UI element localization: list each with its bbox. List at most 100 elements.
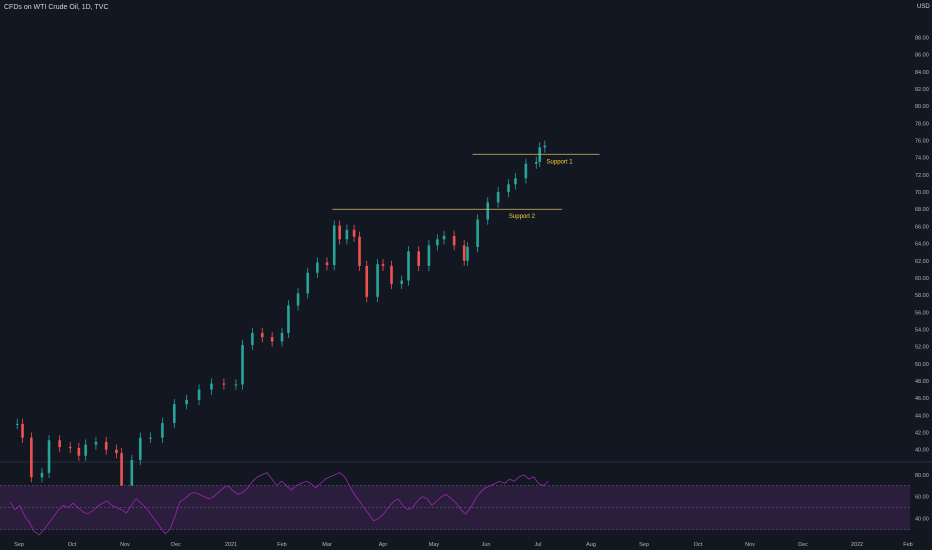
candle-body — [417, 251, 420, 266]
price-tick-label: 76.00 — [915, 139, 929, 145]
candle-body — [352, 229, 356, 237]
candle-body — [296, 293, 300, 306]
candle-body — [173, 404, 176, 424]
price-tick-label: 56.00 — [915, 310, 929, 316]
candle-body — [390, 265, 393, 284]
rsi-band — [0, 485, 910, 530]
candle-body — [466, 247, 469, 261]
candle-body — [462, 245, 466, 261]
candle-body — [130, 460, 134, 486]
time-tick-label: Dec — [798, 542, 808, 548]
time-tick-label: Nov — [120, 542, 130, 548]
price-tick-label: 44.00 — [915, 413, 929, 419]
candle-body — [251, 332, 254, 345]
rsi-tick-label: 40.00 — [915, 517, 929, 523]
time-tick-label: Oct — [68, 542, 77, 548]
candle-body — [120, 453, 123, 486]
time-tick-label: Mar — [322, 542, 332, 548]
candle-body — [345, 229, 349, 240]
candle-body — [241, 344, 244, 385]
candle-body — [507, 184, 510, 193]
candle-body — [486, 202, 490, 220]
candle-body — [365, 265, 369, 297]
price-tick-label: 54.00 — [915, 327, 929, 333]
time-tick-label: Jul — [534, 542, 541, 548]
candle-body — [381, 264, 385, 266]
time-tick-label: Dec — [171, 542, 181, 548]
time-tick-label: 2022 — [851, 542, 863, 548]
candle-body — [287, 305, 290, 333]
price-tick-label: 58.00 — [915, 293, 929, 299]
candle-body — [280, 332, 284, 342]
candle-body — [210, 383, 213, 390]
price-tick-label: 78.00 — [915, 121, 929, 127]
candle-body — [338, 225, 341, 240]
candle-body — [58, 440, 61, 448]
candle-body — [442, 235, 446, 240]
time-axis: Sep Oct Nov Dec 2021 Feb Mar Apr May Jun Jul Aug Sep… — [14, 542, 913, 548]
price-tick-label: 88.00 — [915, 35, 929, 41]
price-tick-label: 64.00 — [915, 242, 929, 248]
candle-body — [316, 262, 319, 273]
rsi-line — [9, 472, 549, 536]
candle-body — [21, 423, 24, 438]
candle-body — [40, 472, 44, 478]
candle-body — [260, 332, 264, 338]
candle-body — [407, 251, 410, 281]
candle-body — [306, 272, 310, 294]
price-tick-label: 72.00 — [915, 173, 929, 179]
candlestick-series — [15, 140, 547, 491]
price-tick-label: 80.00 — [915, 104, 929, 110]
price-tick-label: 52.00 — [915, 345, 929, 351]
chart-title: CFDs on WTI Crude Oil, 1D, TVC — [4, 4, 109, 11]
candle-body — [68, 447, 72, 449]
candle-body — [524, 163, 528, 179]
price-tick-label: 46.00 — [915, 396, 929, 402]
candle-body — [84, 444, 87, 456]
candle-body — [452, 235, 456, 246]
price-tick-label: 48.00 — [915, 379, 929, 385]
candle-body — [94, 441, 98, 445]
currency-label: USD — [917, 4, 930, 10]
candle-body — [270, 337, 274, 342]
support-annotations: Support 1 Support 2 — [332, 153, 600, 220]
rsi-axis: 40.00 60.00 80.00 — [915, 473, 929, 523]
candle-body — [139, 437, 142, 460]
price-tick-label: 66.00 — [915, 224, 929, 230]
candle-body — [325, 262, 329, 266]
candle-body — [496, 192, 500, 203]
price-tick-label: 84.00 — [915, 70, 929, 76]
time-tick-label: Sep — [14, 542, 24, 548]
price-tick-label: 82.00 — [915, 87, 929, 93]
candle-body — [185, 399, 188, 405]
time-tick-label: 2021 — [225, 542, 237, 548]
candle-body — [543, 145, 547, 148]
rsi-tick-label: 80.00 — [915, 473, 929, 479]
support-label: Support 2 — [509, 214, 536, 220]
candle-body — [47, 440, 51, 473]
price-tick-label: 70.00 — [915, 190, 929, 196]
candle-body — [115, 449, 118, 454]
time-tick-label: May — [429, 542, 440, 548]
candle-body — [149, 437, 152, 439]
candle-body — [15, 423, 19, 425]
candle-body — [376, 264, 379, 297]
candle-body — [436, 239, 439, 246]
candle-body — [104, 441, 108, 450]
candle-body — [538, 147, 542, 163]
candle-body — [234, 384, 238, 386]
time-tick-label: Sep — [639, 542, 649, 548]
candle-body — [427, 245, 431, 266]
price-tick-label: 74.00 — [915, 156, 929, 162]
candle-body — [161, 423, 164, 438]
time-tick-label: Nov — [745, 542, 755, 548]
time-tick-label: Feb — [277, 542, 286, 548]
price-tick-label: 40.00 — [915, 448, 929, 454]
price-tick-label: 68.00 — [915, 207, 929, 213]
candle-body — [514, 178, 517, 185]
price-tick-label: 42.00 — [915, 431, 929, 437]
rsi-tick-label: 60.00 — [915, 495, 929, 501]
candle-body — [400, 280, 403, 284]
time-tick-label: Apr — [379, 542, 388, 548]
